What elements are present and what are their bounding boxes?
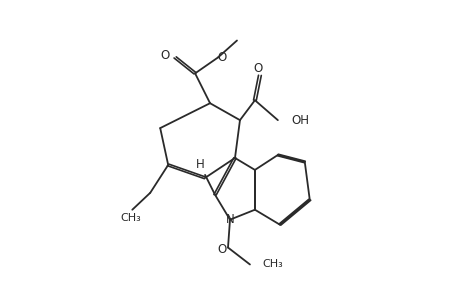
Text: O: O	[160, 49, 169, 62]
Text: CH₃: CH₃	[261, 260, 282, 269]
Text: CH₃: CH₃	[120, 213, 140, 223]
Text: N: N	[225, 213, 234, 226]
Text: O: O	[217, 243, 226, 256]
Text: H: H	[195, 158, 204, 171]
Text: O: O	[253, 62, 262, 75]
Text: O: O	[217, 51, 226, 64]
Text: OH: OH	[291, 114, 309, 127]
